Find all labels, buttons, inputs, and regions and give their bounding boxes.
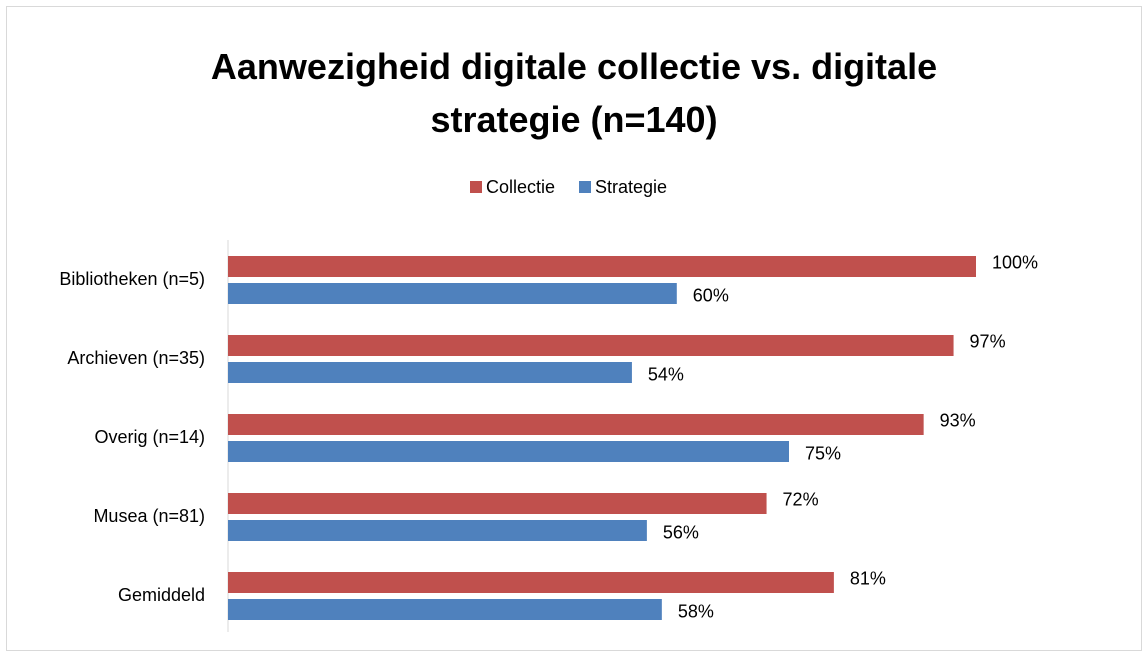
data-label: 72% <box>783 489 819 509</box>
bar <box>228 520 647 541</box>
data-label: 100% <box>992 252 1038 272</box>
bar <box>228 599 662 620</box>
y-tick-label: Musea (n=81) <box>93 506 205 526</box>
chart-border <box>6 6 1142 651</box>
data-label: 58% <box>678 601 714 621</box>
bar <box>228 362 632 383</box>
bar <box>228 493 767 514</box>
data-label: 54% <box>648 364 684 384</box>
bar <box>228 283 677 304</box>
legend-swatch <box>579 181 591 193</box>
data-label: 60% <box>693 285 729 305</box>
bar <box>228 414 924 435</box>
data-label: 97% <box>970 331 1006 351</box>
bar <box>228 256 976 277</box>
y-tick-label: Gemiddeld <box>118 585 205 605</box>
legend-label: Strategie <box>595 177 667 197</box>
legend-swatch <box>470 181 482 193</box>
data-label: 93% <box>940 410 976 430</box>
data-label: 75% <box>805 443 841 463</box>
bar <box>228 572 834 593</box>
y-tick-label: Archieven (n=35) <box>67 348 205 368</box>
bar <box>228 441 789 462</box>
data-label: 81% <box>850 568 886 588</box>
legend-label: Collectie <box>486 177 555 197</box>
chart-title: Aanwezigheid digitale collectie vs. digi… <box>210 46 938 140</box>
y-tick-label: Overig (n=14) <box>94 427 205 447</box>
y-tick-label: Bibliotheken (n=5) <box>59 269 205 289</box>
data-label: 56% <box>663 522 699 542</box>
bar <box>228 335 954 356</box>
